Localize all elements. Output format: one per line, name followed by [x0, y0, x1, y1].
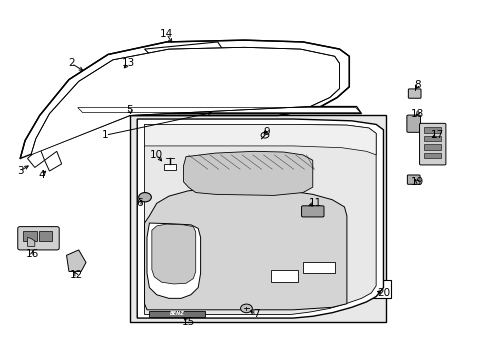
FancyBboxPatch shape [149, 311, 205, 317]
FancyBboxPatch shape [301, 206, 324, 217]
Text: 11: 11 [308, 198, 321, 208]
Polygon shape [76, 107, 361, 114]
Bar [39, 230, 52, 240]
FancyBboxPatch shape [407, 89, 420, 98]
Text: 16: 16 [26, 248, 39, 258]
FancyBboxPatch shape [419, 123, 445, 165]
Bar [130, 116, 385, 321]
Polygon shape [183, 151, 312, 195]
Text: 10: 10 [150, 150, 163, 160]
Bar [423, 144, 440, 150]
Polygon shape [31, 47, 339, 155]
Polygon shape [44, 151, 61, 171]
Text: 12: 12 [69, 270, 83, 280]
Text: 8: 8 [413, 80, 420, 90]
Polygon shape [152, 224, 195, 284]
Text: 9: 9 [263, 127, 269, 136]
Text: 18: 18 [410, 109, 424, 119]
Text: 7: 7 [253, 310, 260, 319]
Polygon shape [27, 148, 44, 167]
FancyBboxPatch shape [407, 175, 419, 184]
Text: 2: 2 [68, 58, 75, 68]
Bar [23, 230, 37, 240]
Bar [271, 270, 298, 282]
Text: 6: 6 [136, 198, 142, 208]
Text: 3: 3 [17, 166, 23, 176]
Polygon shape [27, 237, 35, 246]
Polygon shape [144, 125, 375, 315]
Text: 4: 4 [39, 170, 45, 180]
FancyBboxPatch shape [406, 115, 420, 132]
Bar [423, 127, 440, 133]
Text: 19: 19 [410, 177, 424, 187]
Bar [423, 153, 440, 158]
Text: 15: 15 [182, 317, 195, 327]
Text: 13: 13 [122, 58, 135, 68]
Circle shape [139, 193, 151, 202]
Text: 1: 1 [102, 130, 109, 140]
Circle shape [240, 304, 252, 313]
Text: 20: 20 [376, 288, 389, 298]
Polygon shape [66, 250, 86, 271]
Polygon shape [144, 125, 375, 155]
Polygon shape [147, 223, 200, 298]
Bar [423, 135, 440, 141]
FancyBboxPatch shape [18, 226, 59, 250]
Text: 14: 14 [160, 29, 173, 39]
Polygon shape [144, 189, 346, 310]
Bar [322, 280, 390, 298]
Polygon shape [137, 119, 383, 318]
Text: 5: 5 [126, 105, 133, 115]
Polygon shape [20, 40, 348, 158]
Polygon shape [105, 67, 127, 89]
Polygon shape [144, 42, 222, 56]
Bar [303, 262, 334, 273]
Bar [163, 164, 176, 170]
Text: 17: 17 [429, 130, 443, 140]
Text: BENZ: BENZ [169, 311, 184, 316]
